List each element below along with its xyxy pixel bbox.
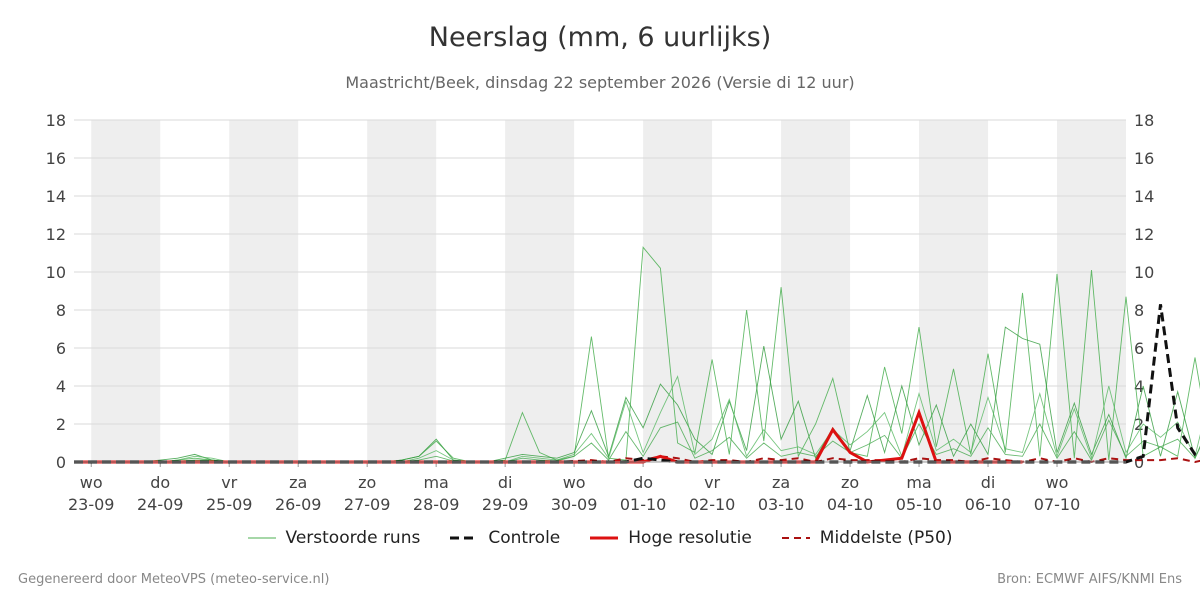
ytick-right-12: 12 — [1134, 225, 1154, 244]
xtick-day-8: do — [633, 473, 653, 492]
ytick-left-18: 18 — [46, 111, 66, 130]
ytick-left-4: 4 — [56, 377, 66, 396]
weekend-band-5 — [781, 120, 851, 462]
xtick-day-7: wo — [563, 473, 586, 492]
xtick-day-9: vr — [704, 473, 720, 492]
legend-item-p50[interactable]: Middelste (P50) — [781, 528, 953, 548]
xtick-day-5: ma — [423, 473, 448, 492]
xtick-day-10: za — [772, 473, 790, 492]
page-title: Neerslag (mm, 6 uurlijks) — [428, 22, 772, 53]
ytick-right-16: 16 — [1134, 149, 1154, 168]
ytick-left-6: 6 — [56, 339, 66, 358]
ytick-left-12: 12 — [46, 225, 66, 244]
xtick-day-13: di — [981, 473, 996, 492]
weekend-band-2 — [367, 120, 437, 462]
ytick-right-6: 6 — [1134, 339, 1144, 358]
ytick-right-18: 18 — [1134, 111, 1154, 130]
ytick-right-10: 10 — [1134, 263, 1154, 282]
chart-legend: Verstoorde runs Controle Hoge resolutie … — [0, 528, 1200, 548]
ytick-right-4: 4 — [1134, 377, 1144, 396]
xtick-day-4: zo — [358, 473, 376, 492]
xtick-day-2: vr — [221, 473, 237, 492]
xtick-date-1: 24-09 — [137, 495, 184, 514]
page-subtitle: Maastricht/Beek, dinsdag 22 september 20… — [345, 73, 855, 92]
weekend-band-1 — [229, 120, 299, 462]
weekend-band-3 — [505, 120, 575, 462]
xtick-date-7: 30-09 — [551, 495, 598, 514]
legend-label-perturbed: Verstoorde runs — [285, 528, 421, 548]
xtick-day-11: zo — [841, 473, 859, 492]
legend-item-controle[interactable]: Controle — [450, 528, 560, 548]
xtick-date-5: 28-09 — [413, 495, 460, 514]
xtick-date-8: 01-10 — [620, 495, 667, 514]
ytick-right-2: 2 — [1134, 415, 1144, 434]
xtick-day-0: wo — [80, 473, 103, 492]
xtick-date-14: 07-10 — [1034, 495, 1081, 514]
ytick-left-10: 10 — [46, 263, 66, 282]
legend-swatch-controle — [450, 536, 479, 540]
xtick-date-11: 04-10 — [827, 495, 874, 514]
ytick-left-2: 2 — [56, 415, 66, 434]
weekend-band-6 — [919, 120, 989, 462]
legend-label-p50: Middelste (P50) — [819, 528, 953, 548]
legend-item-hoge-resolutie[interactable]: Hoge resolutie — [590, 528, 752, 548]
legend-swatch-perturbed — [247, 537, 276, 539]
weekend-band-4 — [643, 120, 713, 462]
xtick-date-9: 02-10 — [689, 495, 736, 514]
xtick-date-2: 25-09 — [206, 495, 253, 514]
legend-item-perturbed[interactable]: Verstoorde runs — [247, 528, 421, 548]
xtick-day-3: za — [289, 473, 307, 492]
xtick-date-3: 26-09 — [275, 495, 322, 514]
legend-label-controle: Controle — [488, 528, 561, 548]
footer-source: Bron: ECMWF AIFS/KNMI Ens — [997, 572, 1182, 587]
footer-generated-by: Gegenereerd door MeteoVPS (meteo-service… — [18, 572, 330, 587]
xtick-date-12: 05-10 — [896, 495, 943, 514]
xtick-date-0: 23-09 — [68, 495, 115, 514]
weekend-band-0 — [91, 120, 161, 462]
legend-label-hoge-resolutie: Hoge resolutie — [628, 528, 752, 548]
legend-swatch-p50 — [781, 537, 810, 539]
xtick-day-14: wo — [1046, 473, 1069, 492]
xtick-day-1: do — [150, 473, 170, 492]
ytick-right-8: 8 — [1134, 301, 1144, 320]
xtick-day-6: di — [498, 473, 513, 492]
ytick-left-14: 14 — [46, 187, 66, 206]
legend-swatch-hoge-resolutie — [590, 536, 619, 540]
xtick-date-4: 27-09 — [344, 495, 391, 514]
xtick-date-13: 06-10 — [965, 495, 1012, 514]
ytick-left-16: 16 — [46, 149, 66, 168]
ytick-left-8: 8 — [56, 301, 66, 320]
ytick-right-14: 14 — [1134, 187, 1154, 206]
ytick-right-0: 0 — [1134, 453, 1144, 472]
xtick-date-6: 29-09 — [482, 495, 529, 514]
xtick-day-12: ma — [906, 473, 931, 492]
ytick-left-0: 0 — [56, 453, 66, 472]
xtick-date-10: 03-10 — [758, 495, 805, 514]
